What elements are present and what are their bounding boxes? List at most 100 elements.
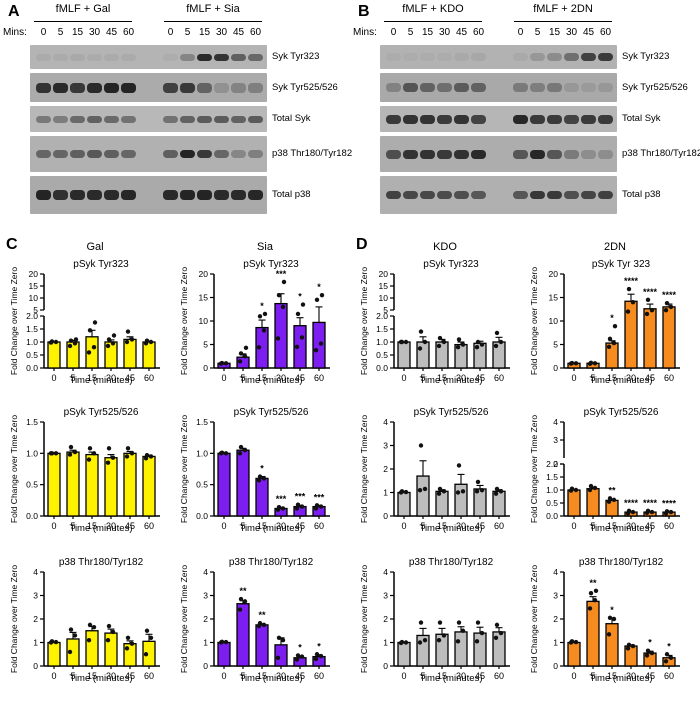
data-point (403, 489, 409, 495)
bar (217, 452, 231, 517)
blot-band (180, 190, 195, 200)
x-tick-label: 30 (106, 671, 116, 681)
chart-title: pSyk Tyr 323 (592, 259, 651, 270)
blot-band (437, 191, 452, 199)
y-tick-label: 0.5 (546, 498, 558, 508)
y-tick-label: 10 (549, 316, 559, 326)
column-header: Gal (86, 241, 104, 253)
data-point (72, 449, 78, 455)
bar (416, 475, 430, 517)
time-label: 45 (105, 27, 118, 38)
significance-label: **** (662, 290, 677, 300)
x-axis-title: Time (minutes) (590, 375, 653, 386)
blot-band (53, 115, 68, 123)
data-point (474, 345, 480, 350)
blot-band (53, 150, 68, 158)
data-point (494, 486, 500, 492)
data-point (300, 302, 306, 307)
data-point (261, 622, 267, 628)
data-point (417, 640, 423, 645)
x-axis-title: Time (minutes) (420, 523, 483, 534)
blot-band (437, 83, 452, 92)
data-point (261, 328, 267, 333)
blot-band (104, 115, 119, 123)
data-point (455, 345, 461, 350)
significance-label: * (298, 292, 302, 302)
significance-label: * (317, 641, 321, 651)
data-point (91, 345, 97, 350)
x-tick-label: 30 (276, 671, 286, 681)
bar (104, 632, 118, 667)
data-point (663, 307, 669, 313)
significance-label: **** (624, 498, 639, 508)
blot-band (437, 149, 452, 159)
blot-band (513, 83, 528, 92)
y-tick-label: 15 (29, 281, 39, 291)
blot-band (403, 53, 418, 61)
x-tick-label: 30 (626, 521, 636, 531)
data-point (607, 615, 613, 621)
data-point (242, 448, 248, 453)
blot-band (403, 149, 418, 159)
data-point (49, 339, 55, 344)
blot-band (87, 82, 102, 93)
bar-chart-D-KDO-2: 0 1 2 3 4 0 5 15 30 45 60 p38 Thr180/Tyr182 Fold Cha… (359, 557, 510, 684)
blot-band (180, 53, 195, 61)
time-label: 45 (455, 27, 468, 38)
y-axis-title: Fold Change over Time Zero (9, 267, 19, 375)
blot-strip-3 (380, 136, 617, 172)
blot-band (547, 191, 562, 199)
data-point (664, 652, 670, 657)
data-point (498, 339, 504, 345)
blot-row-label: p38 Thr180/Tyr182 (272, 148, 353, 159)
data-point (587, 606, 593, 611)
x-tick-label: 30 (276, 521, 286, 531)
significance-label: * (317, 282, 321, 292)
blot-row-label: Syk Tyr525/526 (622, 81, 688, 93)
condition-group-label: fMLF + KDO (402, 3, 464, 15)
x-tick-label: 45 (475, 671, 485, 681)
data-point (569, 639, 575, 644)
y-tick-label: 4 (383, 567, 388, 577)
data-point (403, 339, 409, 345)
data-point (479, 630, 485, 636)
x-tick-label: 5 (240, 373, 245, 383)
panel-letter: A (8, 3, 20, 20)
condition-group-label: fMLF + 2DN (533, 3, 593, 15)
blot-band (386, 53, 401, 61)
blot-band (87, 53, 102, 61)
data-point (86, 637, 92, 643)
data-point (49, 639, 55, 644)
time-label: 60 (249, 27, 262, 38)
data-point (219, 450, 225, 455)
significance-label: *** (314, 492, 325, 502)
significance-label: * (610, 313, 614, 323)
blot-band (121, 190, 136, 200)
y-axis-title: Fold Change over Time Zero (359, 415, 369, 523)
mins-label: Mins: (3, 27, 27, 38)
x-tick-label: 0 (401, 671, 406, 681)
data-point (399, 639, 405, 645)
data-point (257, 474, 263, 479)
data-point (418, 329, 424, 334)
x-tick-label: 30 (456, 671, 466, 681)
data-point (630, 643, 636, 649)
data-point (607, 496, 613, 501)
data-point (588, 360, 594, 366)
data-point (588, 483, 594, 489)
data-point (91, 451, 97, 456)
data-point (53, 639, 59, 645)
data-point (498, 630, 504, 636)
significance-label: ** (608, 485, 616, 495)
y-axis-title: Fold Change over Time Zero (179, 415, 189, 523)
panel-letter: D (356, 236, 368, 253)
blot-band (231, 150, 246, 158)
blot-strip-0 (380, 45, 617, 69)
column-header: KDO (433, 241, 457, 253)
bar-chart-D-2DN-0: 0 5 10 15 20 0 5 * 15 **** 30 **** 45 **** 60 pSyk Tyr … (529, 259, 680, 386)
data-point (455, 639, 461, 644)
data-point (493, 491, 499, 496)
data-point (86, 457, 92, 462)
blot-band (70, 82, 85, 93)
